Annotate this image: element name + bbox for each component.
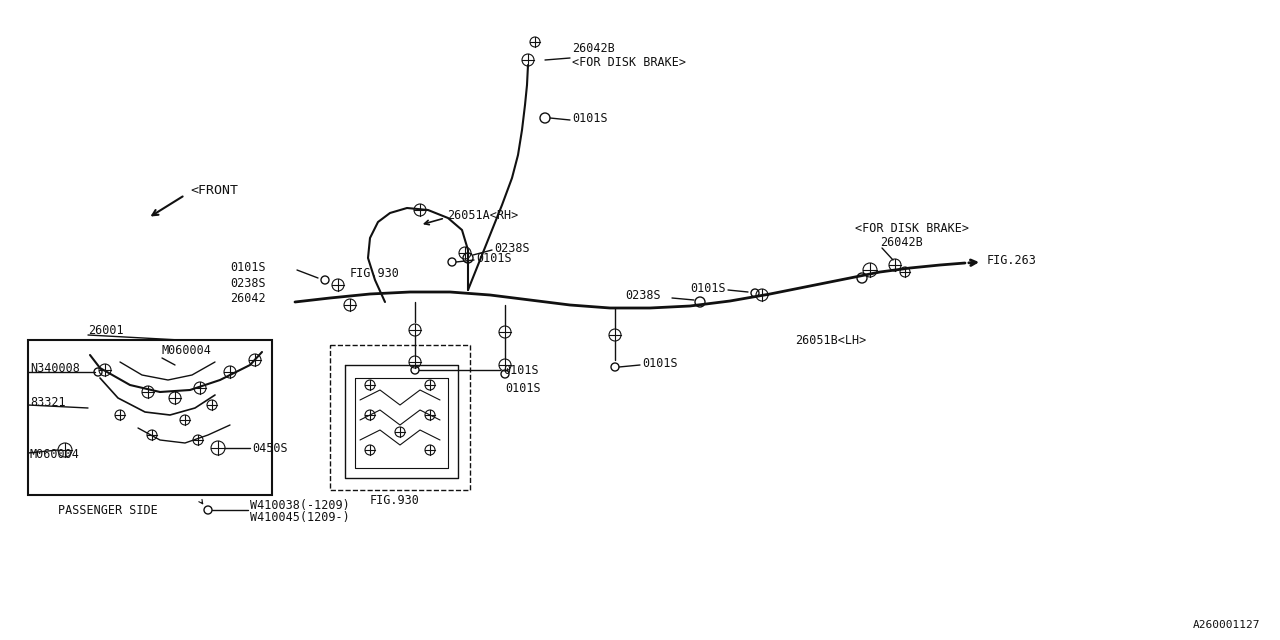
Text: 0101S: 0101S xyxy=(643,356,677,369)
Text: FIG.930: FIG.930 xyxy=(370,493,420,506)
Text: FIG.930: FIG.930 xyxy=(349,266,399,280)
Text: FIG.263: FIG.263 xyxy=(987,253,1037,266)
Text: W410045(1209-): W410045(1209-) xyxy=(250,511,349,525)
Text: N340008: N340008 xyxy=(29,362,79,374)
Text: 0101S: 0101S xyxy=(230,260,266,273)
Text: 83321: 83321 xyxy=(29,396,65,408)
Text: 0101S: 0101S xyxy=(506,381,540,394)
Text: A260001127: A260001127 xyxy=(1193,620,1260,630)
Text: <FOR DISK BRAKE>: <FOR DISK BRAKE> xyxy=(855,221,969,234)
Text: <FRONT: <FRONT xyxy=(189,184,238,196)
Text: 26051A<RH>: 26051A<RH> xyxy=(447,209,518,221)
Text: 0450S: 0450S xyxy=(252,442,288,454)
Text: 26051B<LH>: 26051B<LH> xyxy=(795,333,867,346)
Text: 0101S: 0101S xyxy=(476,252,512,264)
Text: 26042B: 26042B xyxy=(572,42,614,54)
Text: 0101S: 0101S xyxy=(690,282,726,294)
Text: 0238S: 0238S xyxy=(494,241,530,255)
Text: 0238S: 0238S xyxy=(625,289,660,301)
Text: 26042B: 26042B xyxy=(881,236,923,248)
Text: <FOR DISK BRAKE>: <FOR DISK BRAKE> xyxy=(572,56,686,68)
Text: PASSENGER SIDE: PASSENGER SIDE xyxy=(58,504,157,516)
Text: 0101S: 0101S xyxy=(572,111,608,125)
Text: 26001: 26001 xyxy=(88,323,124,337)
Text: 26042: 26042 xyxy=(230,291,266,305)
Text: M060004: M060004 xyxy=(29,449,79,461)
Text: 0238S: 0238S xyxy=(230,276,266,289)
Text: W410038(-1209): W410038(-1209) xyxy=(250,499,349,511)
Text: M060004: M060004 xyxy=(163,344,212,356)
Text: 0101S: 0101S xyxy=(503,364,539,376)
